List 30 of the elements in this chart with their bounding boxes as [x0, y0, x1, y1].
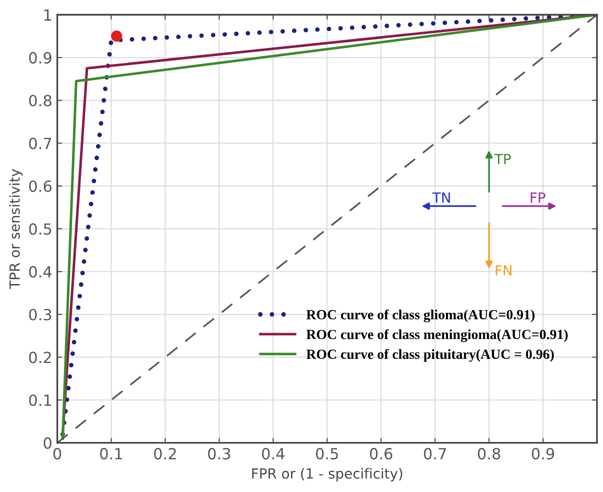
x-tick-label: 0.2 [154, 448, 176, 460]
y-tick-label: 0.5 [29, 223, 52, 235]
x-tick-label: 0.7 [424, 448, 446, 460]
annotation: FP [530, 192, 546, 203]
legend-label: ROC curve of class glioma(AUC=0.91) [306, 309, 534, 322]
y-tick-label: 0.4 [29, 266, 52, 278]
x-tick-label: 0.8 [478, 448, 500, 460]
x-tick-label: 0 [53, 448, 62, 460]
y-tick-label: 0.9 [29, 52, 52, 64]
annotation: TP [494, 154, 511, 164]
y-tick-label: 0.1 [29, 394, 52, 406]
x-tick-label: 0.3 [208, 448, 230, 460]
y-tick-label: 0.2 [29, 352, 51, 364]
x-tick-label: 0.6 [370, 448, 392, 460]
annotation: FN [496, 265, 512, 276]
y-tick-label: 0.6 [29, 180, 52, 192]
annotation: TN [432, 192, 450, 203]
y-tick-label: 0 [44, 437, 52, 449]
y-tick-label: 0.3 [29, 308, 52, 320]
x-tick-label: 0.5 [316, 448, 338, 460]
y-tick-label: 0.8 [29, 94, 52, 106]
y-tick-label: 0.7 [29, 138, 52, 150]
legend-label: ROC curve of class meningioma(AUC=0.91) [306, 329, 568, 342]
x-tick-label: 0.1 [100, 448, 122, 460]
y-tick-label: 1 [44, 9, 52, 21]
x-tick-label: 0.9 [532, 448, 554, 460]
x-tick-label: 0.4 [262, 448, 284, 460]
legend-label: ROC curve of class pituitary(AUC = 0.96) [306, 349, 554, 362]
y-axis-title: TPR or sensitivity [9, 169, 23, 289]
x-axis-title: FPR or (1 - specificity) [252, 468, 402, 482]
